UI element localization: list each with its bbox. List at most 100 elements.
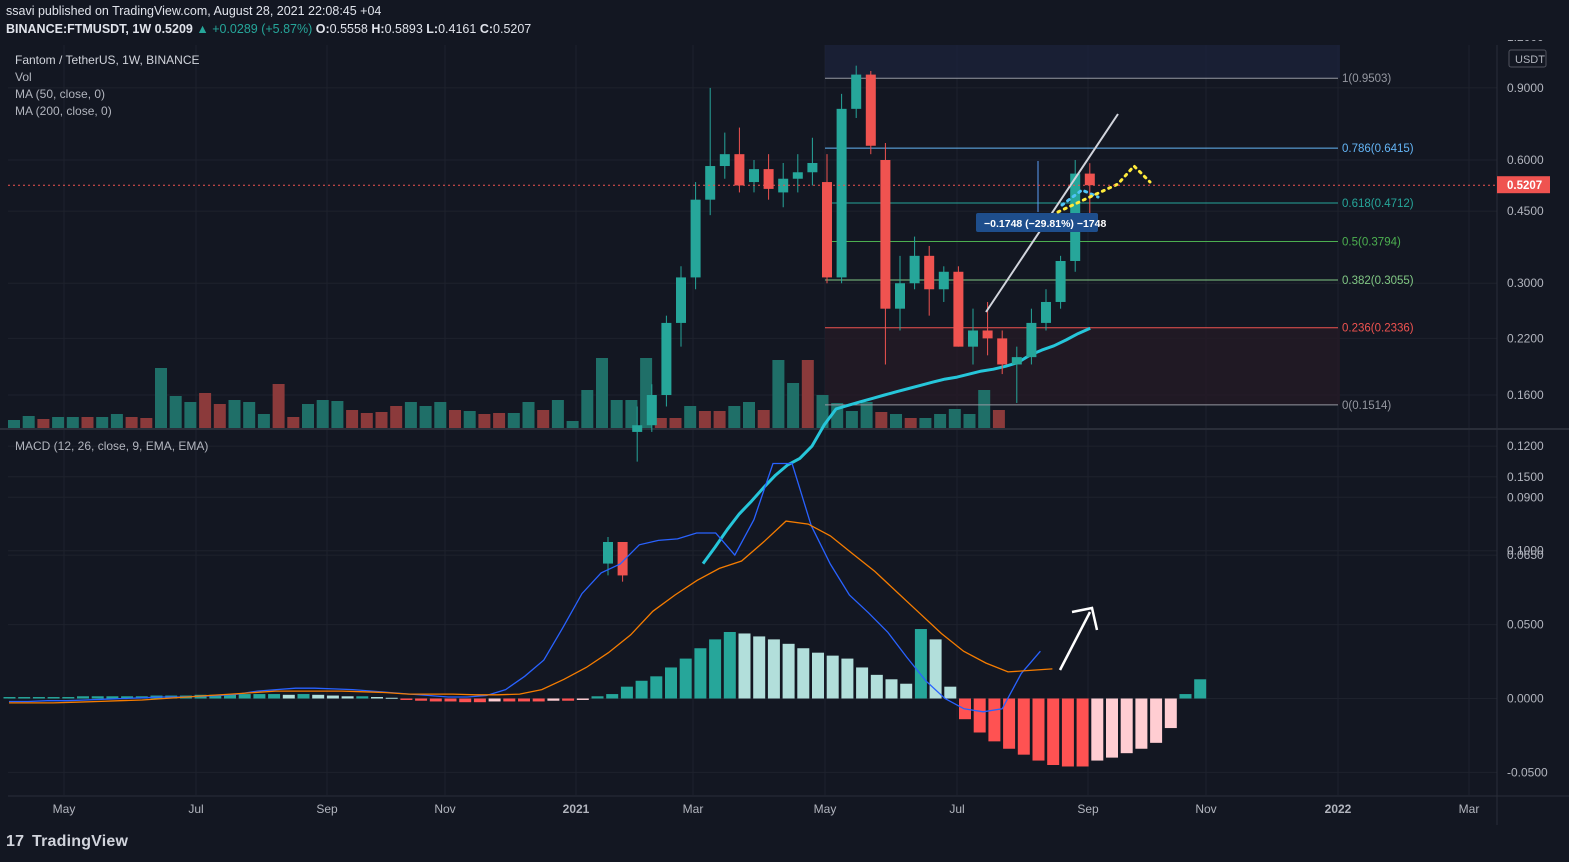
macd-histogram-bar xyxy=(488,698,501,702)
macd-histogram-bar xyxy=(400,698,413,700)
volume-bar xyxy=(66,417,79,428)
macd-histogram-bar xyxy=(665,667,677,699)
fib-level-label: 0(0.1514) xyxy=(1342,400,1391,412)
currency-label: USDT xyxy=(1515,54,1545,66)
volume-bar xyxy=(801,360,814,428)
candle-body xyxy=(705,166,716,200)
close-value: 0.5207 xyxy=(493,22,532,36)
macd-histogram-bar xyxy=(62,697,75,699)
ma200-legend: MA (200, close, 0) xyxy=(15,104,112,118)
macd-histogram-bar xyxy=(518,698,530,702)
volume-bar xyxy=(845,411,858,428)
time-axis-tick: Sep xyxy=(1077,802,1099,816)
tradingview-logo[interactable]: 17 TradingView xyxy=(6,833,128,851)
footer: 17 TradingView xyxy=(0,825,1569,862)
candle-body xyxy=(617,541,628,576)
price-axis-tick: 0.2200 xyxy=(1507,331,1544,345)
macd-histogram-bar xyxy=(797,648,810,699)
macd-histogram-bar xyxy=(91,696,104,699)
macd-axis-tick: 0.0000 xyxy=(1507,692,1544,706)
volume-bar xyxy=(346,410,359,428)
candle-body xyxy=(690,199,701,278)
volume-bar xyxy=(551,400,564,428)
macd-histogram-bar xyxy=(224,694,236,699)
macd-histogram-bar xyxy=(268,694,281,699)
candle-body xyxy=(719,154,730,167)
volume-bar xyxy=(257,414,270,428)
macd-histogram-bar xyxy=(253,694,266,699)
volume-bar xyxy=(537,410,550,428)
macd-histogram-bar xyxy=(635,680,648,699)
candle-body xyxy=(1055,260,1066,302)
macd-histogram-bar xyxy=(1003,698,1016,749)
macd-histogram-bar xyxy=(77,696,89,699)
volume-bar xyxy=(948,409,961,428)
signal-line xyxy=(9,520,1053,704)
macd-histogram-bar xyxy=(371,697,383,699)
candle-body xyxy=(1026,322,1037,358)
macd-histogram-bar xyxy=(973,698,986,733)
volume-bar xyxy=(816,395,829,428)
volume-bar xyxy=(904,418,917,428)
candle-body xyxy=(909,255,920,284)
macd-histogram-bar xyxy=(473,698,486,703)
volume-bar xyxy=(507,413,520,428)
volume-bar xyxy=(463,411,476,428)
volume-bar xyxy=(419,406,432,428)
volume-bar xyxy=(125,417,138,428)
macd-histogram-bar xyxy=(1047,698,1060,766)
candle-body xyxy=(792,172,803,179)
macd-histogram-bar xyxy=(1032,698,1045,761)
measure-box xyxy=(976,213,1098,232)
macd-axis-tick: 0.1000 xyxy=(1507,544,1544,558)
volume-bar xyxy=(522,402,535,428)
macd-histogram-bar xyxy=(1135,698,1148,749)
candle-body xyxy=(865,74,876,146)
high-label: H: xyxy=(371,22,385,36)
macd-histogram-bar xyxy=(606,694,619,699)
fib-level-label: 0.236(0.2336) xyxy=(1342,323,1414,335)
volume-bar xyxy=(743,402,755,428)
macd-histogram-bar xyxy=(385,697,398,699)
published-info: ssavi published on TradingView.com, Augu… xyxy=(6,4,382,18)
volume-bar xyxy=(875,412,888,428)
macd-histogram-bar xyxy=(312,694,325,699)
macd-axis-tick: 0.1500 xyxy=(1507,470,1544,484)
price-legend-title: Fantom / TetherUS, 1W, BINANCE xyxy=(15,53,200,67)
volume-bar xyxy=(243,402,256,428)
volume-bar xyxy=(566,421,579,428)
last-price-badge xyxy=(1497,176,1550,194)
ma50-legend: MA (50, close, 0) xyxy=(15,87,105,101)
time-axis-tick: 2021 xyxy=(563,802,590,816)
volume-bar xyxy=(140,418,153,428)
macd-histogram-bar xyxy=(444,698,457,702)
macd-axis-tick: 0.0500 xyxy=(1507,618,1544,632)
volume-bar xyxy=(610,400,623,428)
last-price-label: 0.5207 xyxy=(1507,180,1542,192)
arrow-head-icon xyxy=(1071,606,1099,631)
candle-body xyxy=(661,322,672,396)
fib-zone-top xyxy=(825,45,1340,79)
time-axis-tick: Mar xyxy=(1459,802,1480,816)
volume-bar xyxy=(199,393,212,428)
volume-bar xyxy=(919,418,932,428)
macd-histogram-bar xyxy=(944,686,957,699)
low-label: L: xyxy=(426,22,439,36)
chart-header: ssavi published on TradingView.com, Augu… xyxy=(0,0,1569,40)
price-axis-tick: 0.3000 xyxy=(1507,276,1544,290)
volume-bar xyxy=(772,360,785,428)
macd-histogram-bar xyxy=(753,636,766,699)
volume-bar xyxy=(654,418,667,428)
volume-bar xyxy=(434,402,447,428)
volume-bar xyxy=(287,417,300,428)
time-axis-tick: Nov xyxy=(434,802,455,816)
candle-body xyxy=(807,162,818,173)
price-axis-tick: 0.9000 xyxy=(1507,81,1544,95)
macd-histogram-bar xyxy=(356,696,369,699)
fib-level-label: 1(0.9503) xyxy=(1342,73,1391,85)
macd-histogram-bar xyxy=(1150,698,1163,743)
volume-bar xyxy=(37,419,50,428)
macd-histogram-bar xyxy=(885,679,898,699)
macd-histogram-bar xyxy=(47,697,60,699)
